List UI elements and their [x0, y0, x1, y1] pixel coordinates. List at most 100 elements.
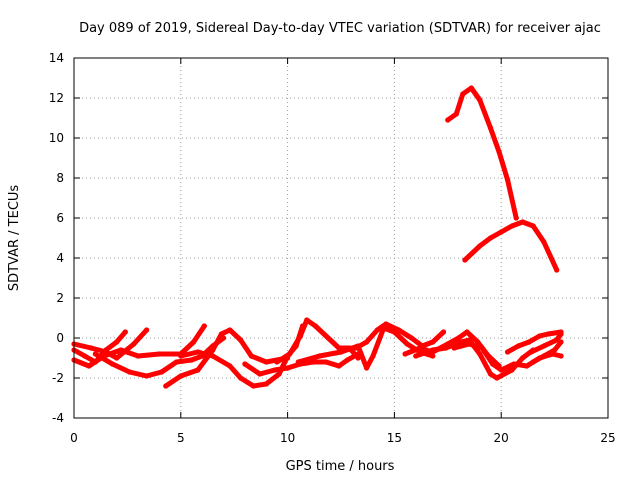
data-point	[464, 329, 470, 335]
data-point	[466, 341, 472, 347]
data-point	[440, 329, 447, 335]
data-point	[159, 369, 165, 375]
data-point	[238, 375, 244, 381]
data-point	[92, 351, 98, 357]
data-point	[114, 355, 120, 361]
y-tick-label: 2	[56, 291, 64, 305]
axis-ticks: 0 5 10 15 20 25 -4 -2 0 2 4 6 8 10 12 14	[49, 51, 616, 445]
data-point	[325, 335, 331, 341]
data-point	[355, 355, 361, 361]
data-point	[82, 353, 88, 359]
data-point	[227, 363, 233, 369]
data-point	[460, 91, 466, 97]
data-point	[263, 359, 269, 365]
series-trace-16	[528, 331, 564, 355]
data-point	[86, 363, 92, 369]
data-point	[156, 351, 162, 357]
data-point	[520, 355, 526, 361]
data-point	[188, 357, 195, 363]
data-point	[537, 333, 543, 339]
data-point	[131, 341, 137, 347]
data-point	[178, 353, 184, 359]
data-point	[451, 345, 457, 351]
data-point	[477, 243, 483, 249]
data-point	[178, 373, 184, 379]
y-tick-label: 12	[49, 91, 64, 105]
data-point	[417, 345, 423, 351]
series-line	[163, 327, 291, 389]
data-point	[509, 223, 515, 229]
series-trace-9	[295, 325, 436, 371]
data-point	[122, 329, 128, 335]
data-point	[248, 353, 254, 359]
series-line	[530, 339, 564, 365]
data-point	[487, 235, 494, 241]
data-point	[487, 371, 494, 377]
series-trace-10	[353, 321, 447, 351]
data-point	[312, 323, 318, 329]
data-point	[109, 361, 115, 367]
data-point	[505, 177, 511, 183]
data-point	[336, 345, 342, 351]
data-point	[338, 349, 344, 355]
data-point	[272, 367, 278, 373]
y-tick-label: 10	[49, 131, 64, 145]
series-trace-15	[530, 339, 564, 365]
data-point	[195, 349, 201, 355]
data-point	[479, 345, 485, 351]
data-point	[218, 331, 224, 337]
data-point	[364, 339, 370, 345]
data-point	[526, 339, 532, 345]
x-tick-label: 25	[600, 431, 615, 445]
data-point	[554, 267, 560, 273]
y-tick-label: 0	[56, 331, 64, 345]
data-point	[413, 353, 419, 359]
data-point	[396, 327, 402, 333]
data-point	[195, 367, 201, 373]
data-point	[323, 359, 329, 365]
data-point	[466, 337, 472, 343]
data-point	[530, 223, 536, 229]
data-point	[287, 351, 293, 357]
data-point	[317, 353, 323, 359]
data-point	[173, 359, 180, 365]
chart-title: Day 089 of 2019, Sidereal Day-to-day VTE…	[79, 21, 601, 36]
data-point	[554, 337, 560, 343]
x-tick-label: 0	[70, 431, 78, 445]
data-point	[462, 257, 468, 263]
data-point	[163, 383, 169, 389]
x-tick-label: 5	[177, 431, 185, 445]
y-tick-label: -4	[52, 411, 64, 425]
data-point	[552, 347, 558, 353]
data-point	[541, 239, 547, 245]
data-point	[364, 365, 370, 371]
data-point	[370, 353, 376, 359]
data-point	[304, 317, 310, 323]
data-point	[475, 339, 481, 345]
data-point	[336, 363, 342, 369]
series-trace-17	[445, 85, 519, 221]
series-line	[92, 335, 226, 379]
y-tick-label: 6	[56, 211, 64, 225]
data-point	[515, 343, 521, 349]
data-point	[402, 351, 408, 357]
data-point	[274, 359, 280, 365]
data-point	[541, 353, 547, 359]
data-point	[430, 339, 436, 345]
data-point	[257, 371, 263, 377]
x-axis-label: GPS time / hours	[286, 459, 395, 474]
data-point	[530, 359, 536, 365]
x-tick-label: 15	[387, 431, 402, 445]
y-axis-label: SDTVAR / TECUs	[7, 185, 22, 292]
data-point	[558, 353, 564, 359]
data-point	[541, 343, 547, 349]
x-tick-label: 10	[280, 431, 295, 445]
plot-frame	[73, 57, 609, 419]
data-point	[276, 371, 282, 377]
data-point	[238, 337, 244, 343]
data-point	[477, 97, 483, 103]
data-point	[520, 219, 526, 225]
data-point	[285, 365, 291, 371]
